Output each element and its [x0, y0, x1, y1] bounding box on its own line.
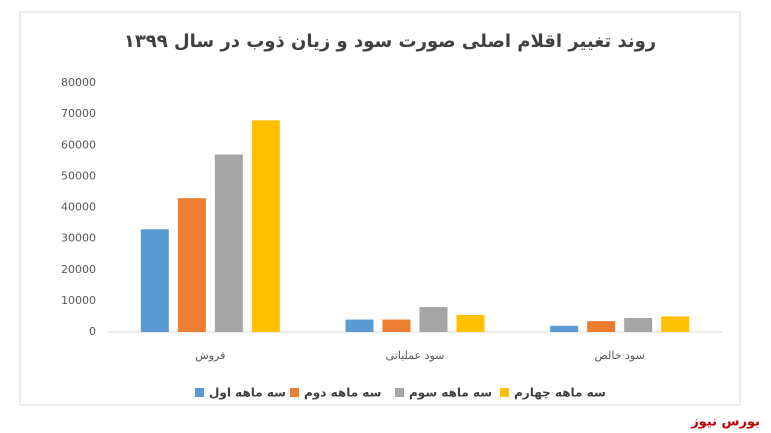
- legend-label: سه ماهه سوم: [409, 386, 492, 401]
- y-tick-label: 50000: [61, 169, 96, 182]
- legend-swatch: [195, 388, 204, 397]
- bar: [382, 319, 411, 332]
- y-tick-label: 60000: [61, 138, 96, 151]
- y-tick-label: 70000: [61, 107, 96, 120]
- bar: [456, 314, 485, 332]
- legend-label: سه ماهه اول: [209, 386, 286, 401]
- y-tick-label: 40000: [61, 201, 96, 214]
- bar: [251, 120, 280, 332]
- x-tick-label: سود خالص: [595, 349, 645, 362]
- legend-label: سه ماهه چهارم: [514, 386, 606, 401]
- y-tick-label: 0: [89, 325, 96, 338]
- chart-frame: [19, 11, 741, 406]
- x-tick-label: سود عملیاتی: [386, 349, 445, 362]
- y-tick-label: 80000: [61, 76, 96, 89]
- legend-label: سه ماهه دوم: [304, 386, 381, 401]
- bar: [140, 229, 169, 332]
- bar: [587, 321, 616, 332]
- y-tick-label: 20000: [61, 263, 96, 276]
- chart-title: روند تغییر اقلام اصلی صورت سود و زیان ذو…: [124, 31, 656, 52]
- x-tick-label: فروش: [195, 349, 225, 362]
- legend-swatch: [395, 388, 404, 397]
- bar: [214, 154, 243, 332]
- y-tick-label: 10000: [61, 294, 96, 307]
- bar: [177, 198, 206, 332]
- bar: [550, 325, 579, 332]
- bar: [345, 319, 374, 332]
- legend-swatch: [500, 388, 509, 397]
- bar: [661, 316, 690, 332]
- legend-swatch: [290, 388, 299, 397]
- bar: [624, 317, 653, 332]
- y-tick-label: 30000: [61, 232, 96, 245]
- bar: [419, 307, 448, 332]
- source-label: بورس نیوز: [690, 415, 760, 430]
